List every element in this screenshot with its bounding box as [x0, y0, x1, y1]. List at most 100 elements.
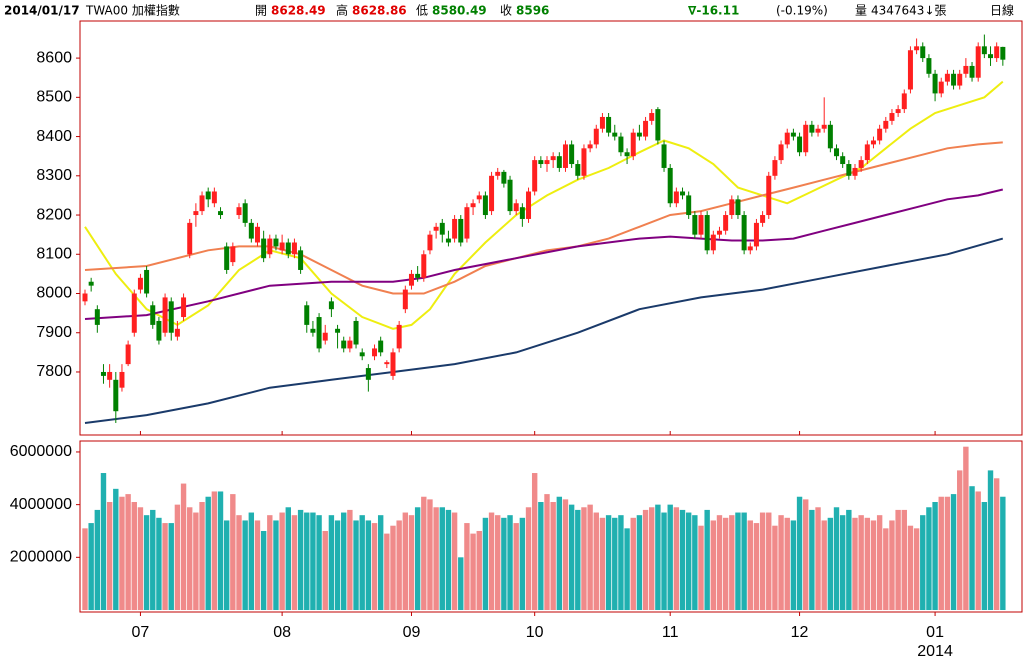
candle-body — [125, 344, 131, 365]
volume-bar — [211, 491, 218, 610]
volume-bar — [729, 515, 735, 610]
candle-body — [599, 116, 605, 129]
volume-bar — [513, 523, 519, 610]
x-tick-label: 11 — [662, 624, 679, 641]
moving-average — [84, 188, 1004, 320]
candle-body — [649, 113, 655, 121]
volume-bar — [94, 509, 101, 610]
volume-bar — [778, 515, 784, 610]
volume-bar — [100, 473, 107, 610]
volume-bar — [377, 515, 384, 610]
volume-bar — [365, 520, 372, 610]
volume-bar — [143, 515, 150, 610]
volume-bar — [156, 517, 162, 610]
volume-bar — [950, 494, 957, 610]
volume-bar — [993, 478, 1000, 610]
volume-bar — [525, 507, 532, 610]
volume-bar — [735, 512, 741, 610]
y-tick-label: 8200 — [36, 206, 72, 223]
volume-bar — [199, 502, 205, 610]
candle-body — [877, 128, 883, 141]
period: 日線 — [990, 3, 1014, 18]
volume-bar — [593, 512, 599, 610]
candle-body — [384, 362, 390, 365]
candle-body — [482, 195, 488, 216]
volume-bar — [883, 528, 889, 610]
candle-body — [667, 167, 673, 204]
volume-label: 量 — [855, 4, 867, 18]
candle-body — [575, 164, 581, 176]
candle-body — [218, 211, 224, 216]
candle-body — [753, 222, 759, 247]
volume-bar — [544, 494, 550, 610]
candle-body — [94, 309, 100, 325]
volume-bar — [1000, 496, 1006, 610]
volume-bar — [692, 515, 698, 610]
candle-body — [821, 124, 827, 129]
volume-bar — [624, 528, 630, 610]
candle-body — [347, 340, 353, 349]
volume-bar — [297, 509, 304, 610]
candle-body — [427, 234, 433, 251]
volume-bar — [575, 509, 581, 610]
volume-bar — [704, 509, 710, 610]
volume-bar — [679, 509, 686, 610]
volume-bar — [236, 515, 242, 610]
volume-bar — [396, 520, 402, 610]
volume-bar — [402, 512, 409, 610]
volume-bar — [353, 520, 359, 610]
candle-body — [858, 160, 864, 168]
y-tick-label: 7800 — [36, 363, 72, 380]
candle-body — [162, 297, 168, 333]
volume-bar — [790, 520, 797, 610]
volume-bar — [291, 515, 298, 610]
candle-body — [187, 222, 193, 255]
candle-body — [864, 144, 870, 161]
candle-body — [322, 332, 328, 341]
y-tick-label: 2000000 — [10, 549, 72, 566]
candle-body — [636, 132, 642, 137]
candle-body — [846, 164, 852, 176]
x-tick-label: 09 — [403, 624, 421, 641]
candle-body — [692, 215, 698, 235]
candle-body — [809, 124, 815, 133]
candle-body — [680, 191, 686, 196]
volume-bar — [82, 528, 88, 610]
volume-bar — [827, 517, 834, 610]
volume-bar — [815, 507, 821, 610]
candle-body — [285, 242, 291, 255]
candle-body — [778, 144, 784, 161]
candle-body — [328, 301, 334, 310]
volume-bar — [168, 523, 174, 610]
close-value: 8596 — [516, 4, 549, 18]
volume-bar — [180, 483, 187, 610]
volume-bar — [803, 499, 809, 610]
volume-bar — [722, 517, 729, 610]
volume-bar — [636, 515, 643, 610]
candle-body — [981, 46, 987, 55]
volume-bar — [125, 494, 131, 610]
volume-bar — [193, 512, 199, 610]
candle-body — [840, 156, 846, 165]
candle-body — [901, 93, 907, 110]
volume-bar — [901, 509, 907, 610]
volume-bar — [741, 512, 747, 610]
volume-bar — [858, 515, 864, 610]
candle-body — [1000, 46, 1006, 60]
candle-body — [723, 215, 729, 231]
volume-bar — [273, 520, 279, 610]
candle-body — [224, 246, 230, 270]
candle-body — [735, 199, 741, 216]
close-label: 收 — [500, 4, 512, 18]
candle-body — [587, 144, 593, 149]
candle-body — [834, 148, 840, 157]
volume-bar — [667, 504, 673, 610]
volume-bar — [538, 502, 544, 610]
volume-bar — [267, 515, 273, 610]
candle-body — [803, 124, 809, 153]
candle-body — [415, 273, 421, 278]
candle-body — [624, 152, 630, 157]
volume-bar — [809, 509, 815, 610]
candle-body — [476, 195, 482, 200]
volume-bar — [562, 499, 569, 610]
